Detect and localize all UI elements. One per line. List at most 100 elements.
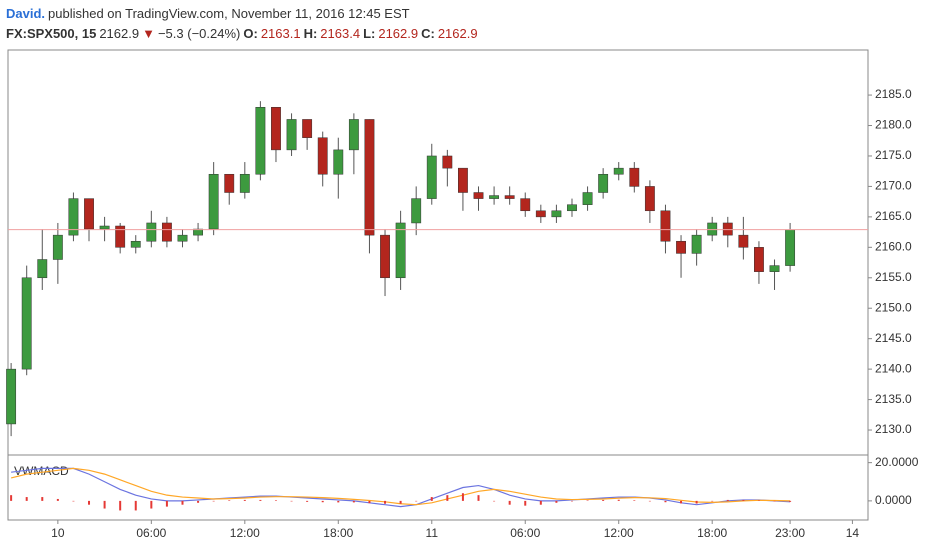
histogram-bar xyxy=(493,500,496,502)
candle-body xyxy=(613,167,624,175)
candle-body xyxy=(504,195,515,199)
x-tick-label: 06:00 xyxy=(510,526,540,540)
y-tick-label: 0.0000 xyxy=(875,493,912,507)
candle-body xyxy=(722,222,733,236)
candle-body xyxy=(707,222,718,236)
candle-body xyxy=(255,106,266,175)
o-label: O: xyxy=(243,26,258,41)
y-tick-label: 2150.0 xyxy=(875,300,912,314)
histogram-bar xyxy=(56,498,59,501)
candle-body xyxy=(130,240,141,248)
close: 2162.9 xyxy=(437,26,478,41)
arrow: ▼ xyxy=(142,26,155,41)
candle-body xyxy=(161,222,172,242)
histogram-bar xyxy=(726,499,729,501)
y-tick-label: 2175.0 xyxy=(875,148,912,162)
candle-body xyxy=(317,137,328,175)
candle-body xyxy=(99,225,110,230)
header-line-2: FX:SPX500, 15 2162.9 ▼ −5.3 (−0.24%) O: 2163.… xyxy=(6,24,481,44)
candle-body xyxy=(676,240,686,254)
candle-body xyxy=(426,155,437,199)
x-tick-label: 12:00 xyxy=(604,526,634,540)
header-line-1: David. published on TradingView.com, Nove… xyxy=(6,4,481,24)
histogram-bar xyxy=(524,500,527,506)
candle-body xyxy=(271,106,281,151)
histogram-bar xyxy=(555,500,558,503)
histogram-bar xyxy=(399,500,402,504)
candle-body xyxy=(660,210,671,242)
x-tick-label: 18:00 xyxy=(323,526,353,540)
candle-body xyxy=(442,155,453,169)
candle-body xyxy=(115,225,126,248)
histogram-bar xyxy=(368,500,371,504)
y-tick-label: 20.0000 xyxy=(875,455,919,469)
candle-body xyxy=(582,192,593,205)
x-tick-label: 11 xyxy=(426,526,439,540)
candle-body xyxy=(239,173,250,193)
candle-body xyxy=(691,234,702,254)
c-label: C: xyxy=(421,26,435,41)
y-tick-label: 2185.0 xyxy=(875,87,912,101)
candle-body xyxy=(785,229,796,266)
candle-body xyxy=(458,167,468,193)
candle-body xyxy=(629,167,640,187)
histogram-bar xyxy=(695,500,698,504)
histogram-bar xyxy=(243,499,246,501)
histogram-bar xyxy=(586,500,589,501)
candle-body xyxy=(302,119,313,138)
candle-body xyxy=(738,234,749,248)
candle-body xyxy=(208,173,219,230)
header: David. published on TradingView.com, Nove… xyxy=(6,4,481,44)
h-label: H: xyxy=(303,26,318,41)
histogram-bar xyxy=(337,500,340,503)
histogram-bar xyxy=(134,500,137,511)
y-tick-label: 2130.0 xyxy=(875,422,912,436)
histogram-bar xyxy=(228,500,231,501)
y-tick-label: 2160.0 xyxy=(875,239,912,253)
candle-body xyxy=(489,195,500,199)
histogram-bar xyxy=(508,500,511,505)
histogram-bar xyxy=(10,495,13,501)
x-tick-label: 10 xyxy=(51,526,65,540)
high: 2163.4 xyxy=(320,26,361,41)
histogram-bar xyxy=(41,497,44,501)
histogram-bar xyxy=(306,500,309,502)
candle-body xyxy=(473,192,484,199)
histogram-bar xyxy=(742,499,745,501)
histogram-bar xyxy=(602,499,605,501)
candle-body xyxy=(333,149,344,175)
y-tick-label: 2170.0 xyxy=(875,179,912,193)
y-tick-label: 2155.0 xyxy=(875,270,912,284)
y-tick-label: 2135.0 xyxy=(875,392,912,406)
histogram-bar xyxy=(274,500,277,501)
x-tick-label: 23:00 xyxy=(775,526,805,540)
histogram-bar xyxy=(477,495,480,501)
histogram-bar xyxy=(384,500,387,504)
candle-body xyxy=(286,119,297,151)
candle-body xyxy=(348,119,359,151)
candle-body xyxy=(754,247,764,272)
histogram-bar xyxy=(680,500,683,504)
indicator-line xyxy=(10,467,791,506)
candle-body xyxy=(52,234,63,260)
indicator-line xyxy=(11,467,791,508)
candle-body xyxy=(224,173,235,193)
histogram-bar xyxy=(617,499,620,501)
x-tick-label: 14 xyxy=(846,526,860,540)
histogram-bar xyxy=(773,500,776,502)
histogram-bar xyxy=(461,493,464,501)
candle-body xyxy=(177,234,188,242)
histogram-bar xyxy=(72,500,75,502)
histogram-bar xyxy=(757,500,760,501)
histogram-bar xyxy=(633,500,636,501)
histogram-bar xyxy=(88,500,91,505)
candle-body xyxy=(68,198,79,236)
histogram-bar xyxy=(570,500,573,502)
histogram-bar xyxy=(321,500,324,503)
histogram-bar xyxy=(25,497,28,501)
author[interactable]: David. xyxy=(6,6,46,21)
candle-body xyxy=(193,228,203,236)
candle-body xyxy=(6,368,17,425)
open: 2163.1 xyxy=(260,26,301,41)
